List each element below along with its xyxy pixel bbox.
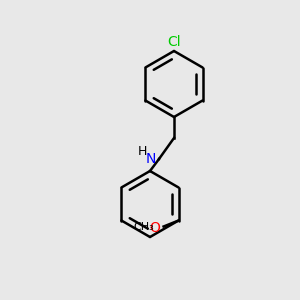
Text: Cl: Cl xyxy=(167,35,181,50)
Text: H: H xyxy=(138,145,147,158)
Text: CH₃: CH₃ xyxy=(134,221,154,232)
Text: O: O xyxy=(150,221,160,235)
Text: N: N xyxy=(146,152,156,166)
